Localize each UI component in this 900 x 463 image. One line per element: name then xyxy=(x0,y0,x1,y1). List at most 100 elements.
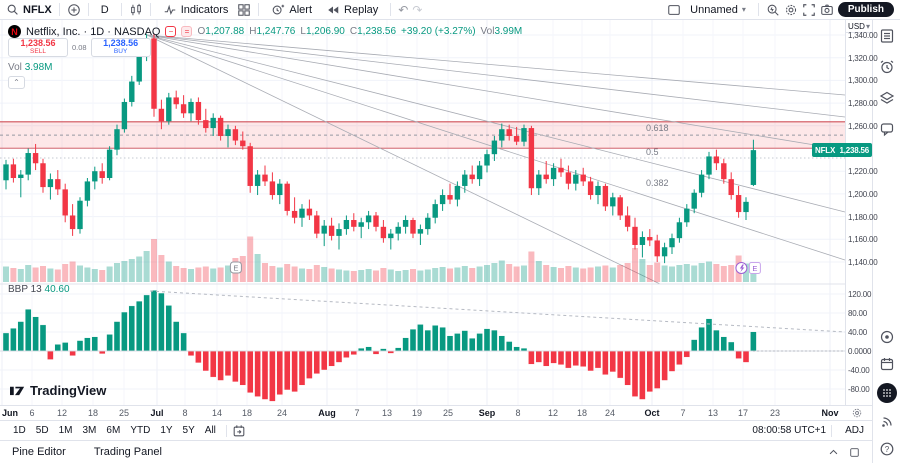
compare-add-icon[interactable] xyxy=(67,3,81,17)
time-axis-label: 19 xyxy=(411,408,423,418)
svg-text:E: E xyxy=(752,264,757,273)
time-axis-label: Jul xyxy=(150,408,164,418)
divider xyxy=(390,3,392,16)
buy-button[interactable]: 1,238.56 BUY xyxy=(90,38,151,57)
interval-button[interactable]: D xyxy=(100,3,109,16)
undo-icon[interactable]: ↶ xyxy=(398,2,409,17)
goto-date-icon[interactable] xyxy=(232,424,246,438)
currency-selector[interactable]: USD ▾ xyxy=(846,20,872,33)
ohlc-values: O1,207.88 H1,247.76 L1,206.90 C1,238.56 … xyxy=(197,26,523,37)
price-axis-label: 1,280.00 xyxy=(848,99,878,109)
time-axis-label: Sep xyxy=(478,408,496,418)
price-axis[interactable]: USD ▾ 1,340.00 1,320.00 1,300.00 1,280.00 1,2… xyxy=(845,20,878,405)
data-delay-icon[interactable]: = xyxy=(181,26,193,37)
range-button-1m[interactable]: 1M xyxy=(58,425,73,436)
svg-text:E: E xyxy=(233,264,238,273)
time-axis-label: 12 xyxy=(547,408,559,418)
maximize-panel-icon[interactable] xyxy=(849,447,860,458)
session-gear-icon[interactable] xyxy=(851,407,863,419)
divider xyxy=(87,3,89,16)
trading-panel-button[interactable]: Trading Panel xyxy=(93,446,162,458)
time-axis-label: 8 xyxy=(515,408,521,418)
redo-icon[interactable]: ↷ xyxy=(412,2,423,17)
time-axis-label: Aug xyxy=(318,408,336,418)
indicators-icon xyxy=(163,3,177,17)
hotlists-icon[interactable] xyxy=(879,329,895,345)
sell-button[interactable]: 1,238.56 SELL xyxy=(8,38,68,57)
object-tree-icon[interactable] xyxy=(879,90,895,106)
time-axis-label: Nov xyxy=(821,408,839,418)
chart-style-icon[interactable] xyxy=(129,3,143,17)
svg-text:?: ? xyxy=(884,445,889,454)
apps-grid-icon[interactable] xyxy=(876,383,897,403)
range-button-ytd[interactable]: YTD xyxy=(130,425,151,436)
divider xyxy=(757,3,759,16)
alert-clock-icon xyxy=(271,3,285,17)
camera-icon[interactable] xyxy=(820,3,834,17)
divider xyxy=(831,424,833,437)
time-axis[interactable]: Jun 6 12 18 25 Jul 8 14 18 24 Aug 7 13 19 25 Sep 8 12 18 24… xyxy=(0,405,872,420)
price-axis-label: 1,160.00 xyxy=(848,235,878,245)
symbol-title[interactable]: Netflix, Inc. · 1D · NASDAQ xyxy=(26,25,161,38)
adj-toggle[interactable]: ADJ xyxy=(845,425,864,436)
time-axis-label: 6 xyxy=(29,408,35,418)
chevron-down-icon: ▾ xyxy=(741,5,746,14)
price-axis-label: 1,180.00 xyxy=(848,212,878,222)
divider xyxy=(225,424,227,437)
time-axis-label: 18 xyxy=(241,408,253,418)
right-sidebar: ? xyxy=(872,20,900,463)
range-button-3m[interactable]: 3M xyxy=(82,425,97,436)
volume-legend: Vol 3.98M xyxy=(8,62,53,73)
streams-icon[interactable] xyxy=(879,414,895,430)
quick-search-icon[interactable] xyxy=(766,3,780,17)
time-axis-label: 18 xyxy=(576,408,588,418)
price-axis-label: 1,340.00 xyxy=(848,31,878,40)
watchlist-icon[interactable] xyxy=(879,28,895,44)
indicator-templates-icon[interactable] xyxy=(237,3,251,17)
publish-button[interactable]: Publish xyxy=(837,2,894,17)
alerts-clock-icon[interactable] xyxy=(879,59,895,75)
chart-pane: 0.618 0.5 0.382 E E N Netflix, Inc. · 1D · N… xyxy=(0,20,878,405)
time-axis-label: 18 xyxy=(87,408,99,418)
divider xyxy=(58,3,60,16)
divider xyxy=(149,3,151,16)
replay-icon xyxy=(326,3,340,17)
clock-utc[interactable]: 08:00:58 UTC+1 xyxy=(752,425,827,436)
help-icon[interactable]: ? xyxy=(879,441,895,457)
range-button-all[interactable]: All xyxy=(204,425,216,436)
range-button-6m[interactable]: 6M xyxy=(106,425,121,436)
layout-name-button[interactable]: Unnamed ▾ xyxy=(690,3,746,16)
time-axis-label: 8 xyxy=(182,408,188,418)
symbol-button[interactable]: NFLX xyxy=(23,3,52,16)
price-chart[interactable]: 0.618 0.5 0.382 E E xyxy=(0,20,845,405)
price-axis-label: 1,140.00 xyxy=(848,258,878,267)
trade-widget: 1,238.56 SELL 0.08 1,238.56 BUY xyxy=(8,38,151,57)
pine-editor-button[interactable]: Pine Editor xyxy=(12,446,66,458)
settings-gear-icon[interactable] xyxy=(784,3,798,17)
svg-text:0.618: 0.618 xyxy=(646,123,669,133)
chat-icon[interactable] xyxy=(879,121,895,137)
chart-canvas[interactable]: 0.618 0.5 0.382 E E N Netflix, Inc. · 1D · N… xyxy=(0,20,845,405)
change-value: +39.20 (+3.27%) xyxy=(401,26,476,37)
collapse-legend-button[interactable]: ⌃ xyxy=(8,76,25,89)
range-button-1d[interactable]: 1D xyxy=(13,425,26,436)
indicators-button[interactable]: Indicators xyxy=(158,2,234,18)
range-button-5d[interactable]: 5D xyxy=(35,425,49,436)
time-axis-label: Jun xyxy=(2,408,19,418)
range-button-1y[interactable]: 1Y xyxy=(160,425,173,436)
panel-collapse-icon[interactable] xyxy=(828,447,839,458)
calendar-icon[interactable] xyxy=(879,356,895,372)
fullscreen-icon[interactable] xyxy=(802,3,816,17)
search-icon[interactable] xyxy=(6,3,19,16)
range-button-5y[interactable]: 5Y xyxy=(182,425,195,436)
tradingview-logo[interactable]: TradingView xyxy=(10,383,106,398)
spread-value: 0.08 xyxy=(72,43,87,52)
divider xyxy=(120,3,122,16)
layout-icon[interactable] xyxy=(667,3,681,17)
replay-button[interactable]: Replay xyxy=(321,2,383,18)
time-axis-label: 7 xyxy=(680,408,686,418)
alert-button[interactable]: Alert xyxy=(266,2,317,18)
indicator-legend[interactable]: BBP 13 40.60 xyxy=(8,284,70,295)
market-status-icon[interactable]: − xyxy=(165,26,177,37)
